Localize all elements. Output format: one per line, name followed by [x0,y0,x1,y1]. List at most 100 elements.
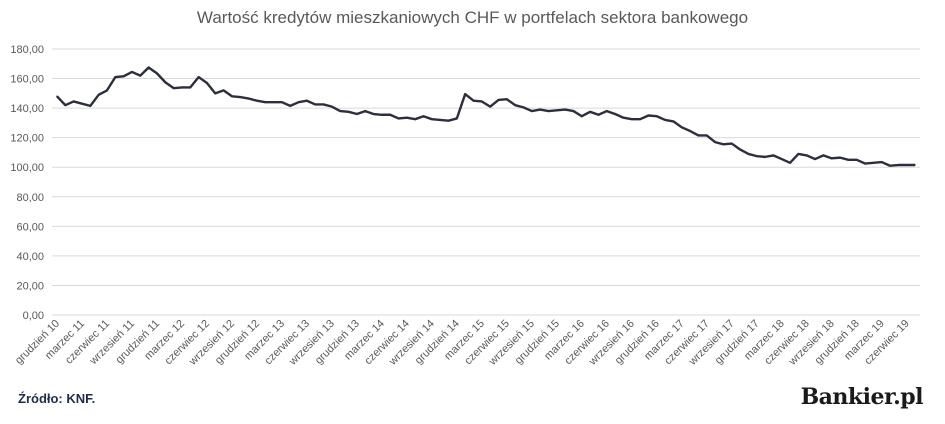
data-point [564,108,566,111]
data-point [131,71,133,73]
y-tick-label: 60,00 [16,221,44,233]
data-point [72,100,75,103]
data-point [764,156,766,158]
data-point [689,130,691,132]
data-point [672,120,675,123]
data-point [414,118,416,120]
series-layer [56,66,916,167]
y-tick-label: 40,00 [16,251,44,263]
data-point [872,161,875,164]
data-point [539,108,541,111]
data-point [81,102,83,105]
data-point [239,96,242,98]
data-point [381,113,383,116]
data-point [97,94,100,96]
data-point [839,156,841,159]
data-point [156,72,158,75]
data-point [464,93,466,95]
data-point [472,99,475,102]
data-point [256,99,258,102]
gridlines [52,48,920,316]
data-point [814,158,816,160]
chart-title: Wartość kredytów mieszkaniowych CHF w po… [196,8,749,27]
data-point [622,116,625,119]
data-point [447,119,450,122]
data-point [889,164,891,167]
data-point [581,115,583,118]
data-point [630,118,633,120]
data-point [847,159,850,161]
data-point [572,110,575,112]
data-point [364,110,367,112]
data-point [822,154,825,157]
data-point [522,106,525,109]
data-point [805,154,808,157]
data-point [206,82,208,84]
data-point [347,111,350,113]
data-point [422,115,425,118]
brand-logo: Bankier.pl [800,384,924,410]
data-point [164,81,167,84]
data-point [905,164,908,166]
data-point [147,66,150,69]
data-point [322,103,325,106]
y-tick-label: 20,00 [16,280,44,292]
data-point [264,101,267,103]
y-tick-label: 140,00 [10,103,44,115]
data-point [914,164,916,166]
source-note: Źródło: KNF. [18,391,96,406]
data-point [506,98,508,101]
y-tick-label: 160,00 [10,74,44,86]
y-tick-label: 100,00 [10,162,44,174]
data-point [172,87,175,89]
data-point [772,154,775,157]
data-point [614,113,616,115]
data-point [247,97,250,100]
data-point [139,74,142,77]
data-point [797,153,800,155]
data-point [664,119,666,121]
data-point [639,118,641,120]
data-point [714,141,716,143]
data-point [481,100,483,103]
data-point [114,76,117,78]
data-point [880,161,883,163]
y-tick-label: 80,00 [16,192,44,204]
data-point [406,116,408,119]
data-point [222,89,225,92]
y-axis-ticks: 0,00 20,00 40,00 60,00 80,00 100,00 120,00 140,… [10,44,44,322]
data-point [830,157,833,160]
series-line [56,66,915,167]
data-point [439,119,441,121]
data-point [655,115,658,118]
data-point [780,158,783,160]
data-point [372,113,375,115]
data-point [789,161,791,164]
data-point [64,104,67,106]
data-point [56,95,58,98]
data-point [397,117,400,120]
data-point [897,164,900,166]
data-point [272,101,275,103]
data-point [556,109,558,112]
data-point [106,89,108,92]
data-point [647,114,650,117]
data-point [705,134,708,137]
y-tick-label: 120,00 [10,133,44,145]
data-point [855,159,858,161]
data-point [697,134,700,137]
data-point [389,113,392,116]
data-point [356,113,358,115]
data-point [589,111,591,113]
data-point [864,162,866,165]
data-point [605,110,608,112]
data-point [489,105,491,108]
data-point [431,118,433,120]
data-point [331,105,333,108]
data-point [297,101,300,103]
data-point [89,105,92,107]
data-point [181,86,183,89]
data-point [122,75,125,78]
